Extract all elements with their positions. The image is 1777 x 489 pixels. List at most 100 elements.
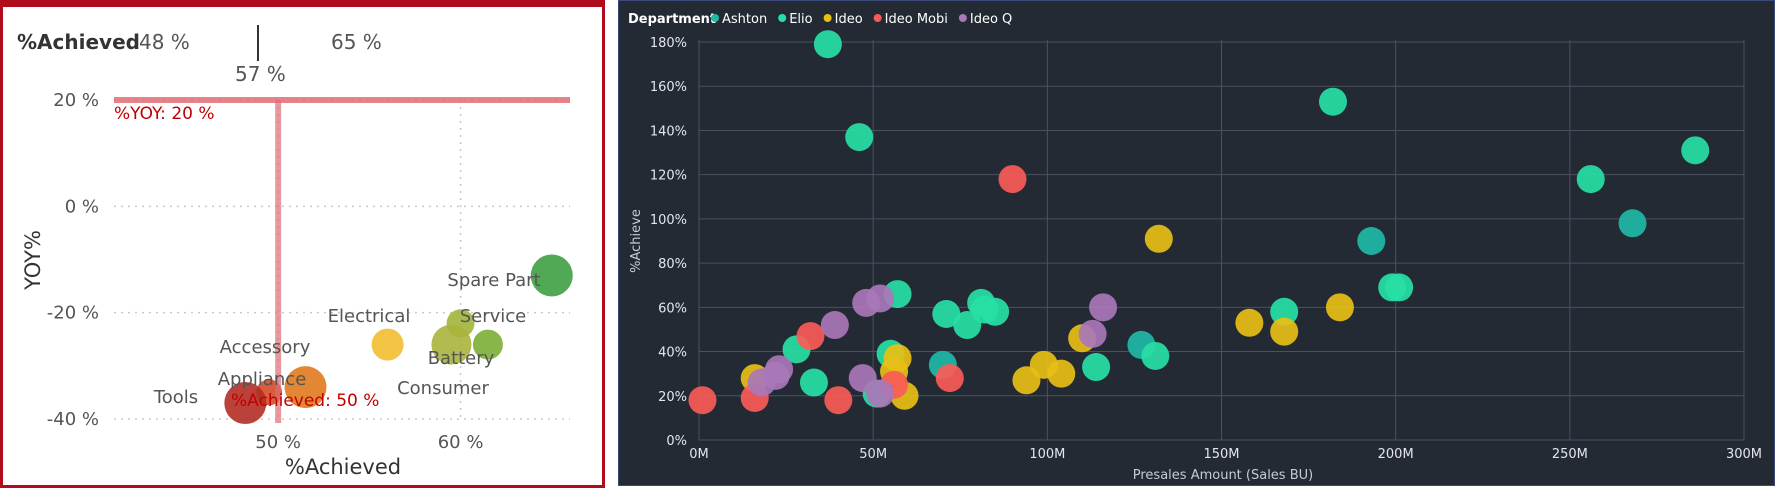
right-point-elio[interactable] [1681,136,1710,165]
gauge-title: %Achieved [17,30,140,54]
right-y-tick: 60% [658,301,687,316]
right-point-elio[interactable] [813,30,842,59]
right-data-points [688,30,1710,415]
right-y-axis-title: %Achieve [629,209,644,273]
right-x-tick: 150M [1203,447,1239,462]
right-y-tick: 80% [658,257,687,272]
gauge-min-label: 48 % [139,30,190,54]
right-point-ideo-q[interactable] [1078,319,1107,348]
right-point-ideo[interactable] [1235,308,1264,337]
yoy-reference-line [114,97,570,103]
legend-swatch [823,14,832,22]
right-y-tick: 180% [650,36,687,51]
right-x-axis-title: Presales Amount (Sales BU) [1133,468,1313,483]
left-x-axis-title: %Achieved [285,455,401,479]
right-point-elio[interactable] [981,297,1010,326]
legend-title: Department [628,12,716,27]
right-point-ideo-mobi[interactable] [824,386,853,415]
right-point-elio[interactable] [1576,165,1605,194]
left-point-label: Spare Part [447,270,540,291]
left-reference-lines [114,97,570,423]
left-point-accessory[interactable] [284,366,327,409]
right-point-elio[interactable] [1082,353,1111,382]
left-x-tick-labels: 50 % 60 % [255,432,483,453]
right-x-tick-labels: 0M 50M 100M 150M 200M 250M 300M [689,447,1762,462]
right-point-ideo[interactable] [883,344,912,373]
left-y-tick-labels: 20 % 0 % -20 % -40 % [47,90,99,430]
legend-swatch [873,14,882,22]
left-gridlines [114,99,570,420]
right-point-ideo-mobi[interactable] [935,364,964,393]
right-point-ideo-q[interactable] [765,355,794,384]
department-legend[interactable]: Department Ashton Elio Ideo Ideo Mobi Ideo Q [628,12,1012,27]
left-point-label: Service [460,306,527,327]
legend-item-ashton[interactable]: Ashton [711,12,767,27]
right-y-tick: 100% [650,213,687,228]
legend-swatch [778,14,787,22]
right-point-ashton[interactable] [1618,209,1647,238]
right-x-tick: 200M [1378,447,1414,462]
right-y-tick-labels: 0% 20% 40% 60% 80% 100% 120% 140% 160% 180% [650,36,687,449]
right-x-tick: 250M [1552,447,1588,462]
right-point-ideo[interactable] [1270,317,1299,346]
right-point-elio[interactable] [1141,341,1170,370]
left-x-tick: 60 % [438,432,484,453]
right-y-tick: 160% [650,80,687,95]
right-point-elio[interactable] [1385,273,1414,302]
right-y-tick: 0% [666,434,687,449]
legend-item-ideo[interactable]: Ideo [823,12,863,27]
left-point-electrical[interactable] [371,328,404,361]
left-point-service[interactable] [472,329,503,360]
left-y-tick: -40 % [47,409,99,430]
left-point-label: Accessory [220,337,311,358]
right-point-elio[interactable] [1318,87,1347,116]
right-point-ideo-mobi[interactable] [998,165,1027,194]
gauge-target-label: 57 % [235,62,286,86]
legend-item-ideo-q[interactable]: Ideo Q [958,12,1012,27]
right-point-ideo-mobi[interactable] [688,386,717,415]
yoy-reference-label: %YOY: 20 % [114,104,215,124]
legend-label: Ideo [835,12,863,27]
right-point-elio[interactable] [845,123,874,152]
achieved-reference-label: %Achieved: 50 % [231,391,379,411]
left-point-tools[interactable] [224,382,267,425]
presales-achieve-scatter: Department Ashton Elio Ideo Ideo Mobi Ideo Q… [628,12,1762,483]
right-point-ideo[interactable] [1047,359,1076,388]
right-x-tick: 100M [1029,447,1065,462]
left-point-label: Consumer [397,378,489,399]
legend-label: Ideo Mobi [885,12,948,27]
right-point-ideo-q[interactable] [866,284,895,313]
left-point-labels: Spare Part Service Battery Consumer Electric… [153,270,541,408]
legend-label: Ashton [722,12,767,27]
right-x-tick: 300M [1726,447,1762,462]
right-y-tick: 20% [658,390,687,405]
right-point-ideo-q[interactable] [1089,293,1118,322]
right-point-ideo[interactable] [1325,293,1354,322]
yoy-achieved-scatter: %Achieved 48 % 65 % 57 % 20 % 0 % -20 % -40… [17,25,573,479]
legend-item-elio[interactable]: Elio [778,12,813,27]
left-point-spare-part[interactable] [530,254,573,297]
right-point-ideo[interactable] [1144,224,1173,253]
right-point-ideo-q[interactable] [866,379,895,408]
left-y-tick: 0 % [65,196,99,217]
right-chart-panel: Department Ashton Elio Ideo Ideo Mobi Ideo Q… [618,0,1775,486]
right-point-elio[interactable] [932,299,961,328]
left-point-label: Tools [153,387,198,408]
right-x-tick: 50M [859,447,887,462]
left-x-tick: 50 % [255,432,301,453]
legend-item-ideo-mobi[interactable]: Ideo Mobi [873,12,948,27]
right-point-ideo-q[interactable] [820,311,849,340]
right-point-elio[interactable] [1270,297,1299,326]
right-y-tick: 40% [658,346,687,361]
right-point-ashton[interactable] [1357,227,1386,255]
legend-swatch [958,14,967,22]
legend-swatch [711,14,719,22]
left-point-consumer[interactable] [431,324,472,365]
left-y-tick: -20 % [47,303,99,324]
right-point-elio[interactable] [799,368,828,397]
left-point-label: Appliance [218,369,307,390]
left-y-tick: 20 % [53,90,99,111]
right-point-ideo-mobi[interactable] [796,322,825,351]
gauge-max-label: 65 % [331,30,382,54]
legend-label: Elio [789,12,812,27]
